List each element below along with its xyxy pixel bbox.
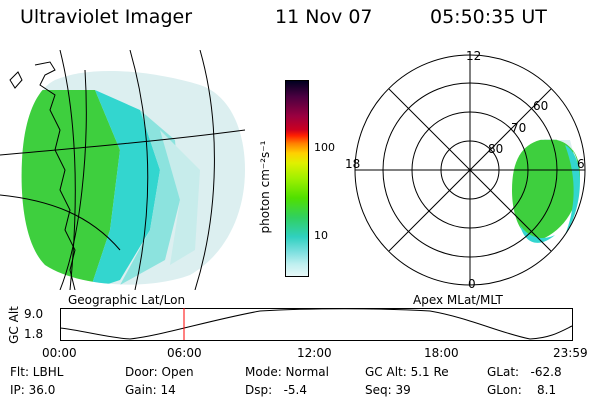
altitude-xtick-0600: 06:00: [167, 346, 202, 360]
altitude-xtick-1200: 12:00: [297, 346, 332, 360]
altitude-axis-label: GC Alt: [6, 306, 21, 344]
time-label: 05:50:35 UT: [430, 6, 547, 28]
colorbar-tick-100: 100: [314, 141, 335, 154]
altitude-plot: [60, 308, 573, 341]
instrument-title: Ultraviolet Imager: [20, 6, 193, 28]
date-label: 11 Nov 07: [275, 6, 373, 28]
status-flt: Flt: LBHL: [10, 365, 64, 379]
altitude-ytick-bottom: 1.8: [24, 327, 44, 341]
altitude-xtick-2359: 23:59: [553, 346, 588, 360]
polar-uv-image: [512, 139, 580, 243]
colorbar-tick-10: 10: [314, 229, 328, 242]
status-mode: Mode: Normal: [245, 365, 329, 379]
altitude-xtick-1800: 18:00: [424, 346, 459, 360]
altitude-xtick-0000: 00:00: [42, 346, 77, 360]
status-gcalt: GC Alt: 5.1 Re: [365, 365, 449, 379]
mlat-label-70: 70: [511, 121, 526, 135]
altitude-ytick-top: 9.0: [24, 307, 44, 321]
polar-panel-caption: Apex MLat/MLT: [413, 293, 503, 307]
status-glon: GLon: 8.1: [487, 383, 557, 397]
mlat-label-60: 60: [533, 99, 548, 113]
coastline: [34, 61, 76, 290]
altitude-curve: [60, 308, 573, 340]
status-door: Door: Open: [125, 365, 194, 379]
polar-mlat-mlt-panel: 12 18 6 0 60 70 80: [345, 49, 586, 291]
colorbar-title: photon cm⁻²s⁻¹: [258, 140, 272, 234]
mlt-label-18: 18: [345, 157, 360, 171]
mlat-label-80: 80: [488, 142, 503, 156]
uv-image-geographic: [21, 70, 246, 285]
colorbar: [285, 80, 309, 277]
geo-panel-caption: Geographic Lat/Lon: [68, 293, 186, 307]
mlt-label-0: 0: [468, 277, 476, 291]
polar-grid: [354, 54, 586, 286]
status-dsp: Dsp: -5.4: [245, 383, 308, 397]
mlt-label-12: 12: [466, 49, 481, 63]
status-gain: Gain: 14: [125, 383, 176, 397]
geographic-map-panel: [0, 50, 246, 290]
lat-lon-grid: [0, 50, 246, 290]
mlt-label-6: 6: [577, 157, 585, 171]
status-seq: Seq: 39: [365, 383, 411, 397]
status-glat: GLat: -62.8: [487, 365, 562, 379]
status-ip: IP: 36.0: [10, 383, 56, 397]
